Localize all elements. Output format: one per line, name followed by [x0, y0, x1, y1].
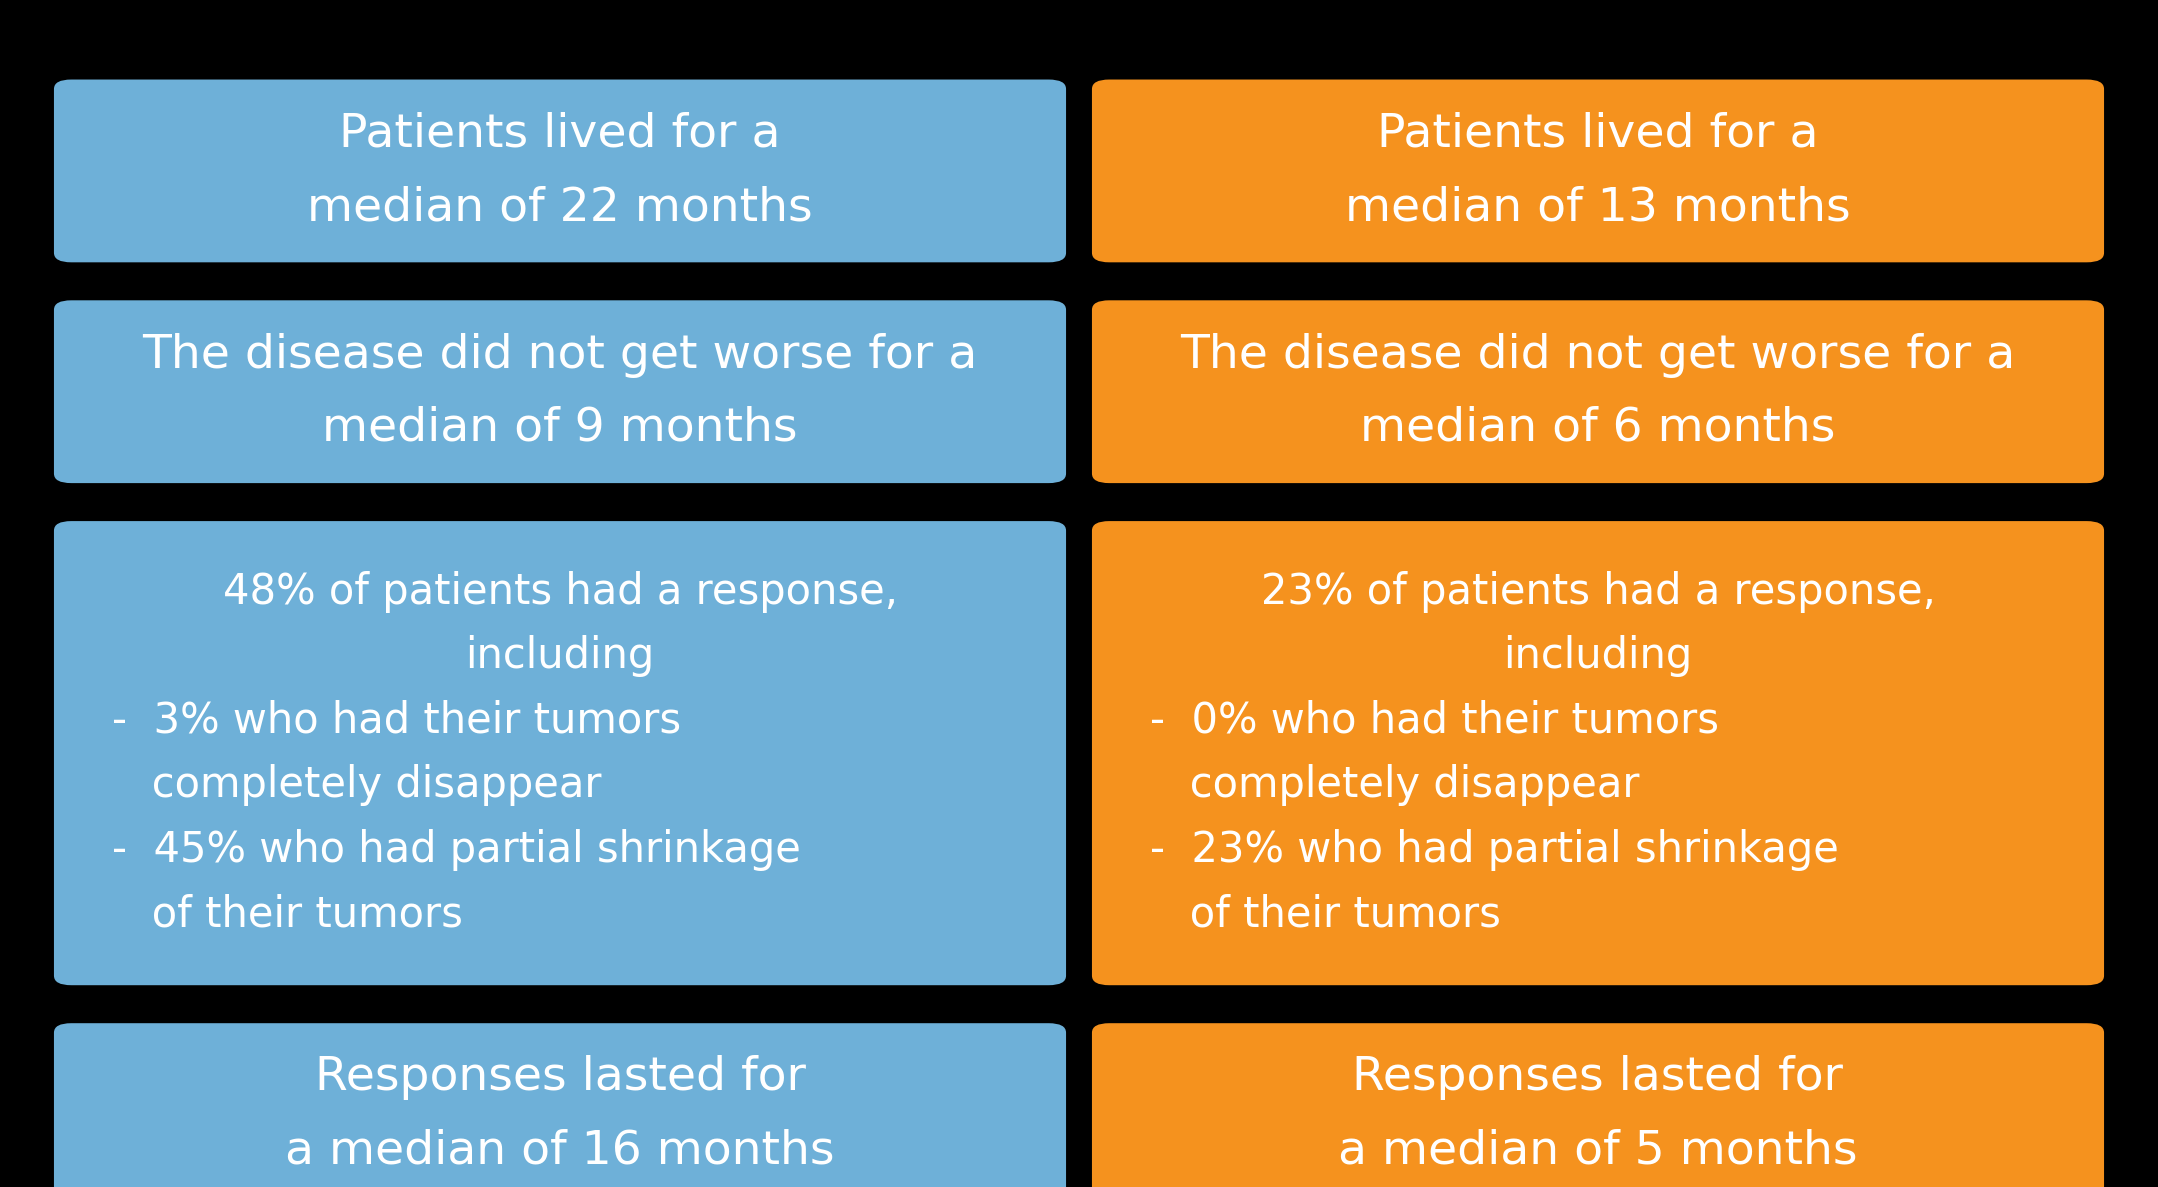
- Text: Patients lived for a: Patients lived for a: [1377, 112, 1819, 157]
- FancyBboxPatch shape: [54, 80, 1066, 262]
- Text: Patients lived for a: Patients lived for a: [339, 112, 781, 157]
- FancyBboxPatch shape: [1092, 80, 2104, 262]
- FancyBboxPatch shape: [1092, 521, 2104, 985]
- Text: Responses lasted for: Responses lasted for: [1353, 1055, 1843, 1100]
- Text: a median of 5 months: a median of 5 months: [1338, 1129, 1858, 1174]
- Text: median of 6 months: median of 6 months: [1360, 406, 1836, 451]
- Text: median of 9 months: median of 9 months: [322, 406, 798, 451]
- Text: median of 13 months: median of 13 months: [1344, 185, 1852, 230]
- Text: 48% of patients had a response,: 48% of patients had a response,: [222, 571, 898, 612]
- FancyBboxPatch shape: [54, 1023, 1066, 1187]
- Text: median of 22 months: median of 22 months: [306, 185, 814, 230]
- Text: including: including: [466, 635, 654, 678]
- Text: completely disappear: completely disappear: [112, 764, 602, 806]
- Text: The disease did not get worse for a: The disease did not get worse for a: [142, 332, 978, 377]
- Text: -  45% who had partial shrinkage: - 45% who had partial shrinkage: [112, 829, 801, 871]
- Text: Responses lasted for: Responses lasted for: [315, 1055, 805, 1100]
- FancyBboxPatch shape: [1092, 300, 2104, 483]
- Text: The disease did not get worse for a: The disease did not get worse for a: [1180, 332, 2016, 377]
- Text: -  23% who had partial shrinkage: - 23% who had partial shrinkage: [1150, 829, 1839, 871]
- Text: completely disappear: completely disappear: [1150, 764, 1640, 806]
- Text: including: including: [1504, 635, 1692, 678]
- FancyBboxPatch shape: [1092, 1023, 2104, 1187]
- Text: -  0% who had their tumors: - 0% who had their tumors: [1150, 700, 1720, 742]
- Text: a median of 16 months: a median of 16 months: [285, 1129, 835, 1174]
- Text: of their tumors: of their tumors: [1150, 894, 1500, 935]
- FancyBboxPatch shape: [54, 521, 1066, 985]
- Text: of their tumors: of their tumors: [112, 894, 462, 935]
- Text: 23% of patients had a response,: 23% of patients had a response,: [1260, 571, 1936, 612]
- FancyBboxPatch shape: [54, 300, 1066, 483]
- Text: -  3% who had their tumors: - 3% who had their tumors: [112, 700, 682, 742]
